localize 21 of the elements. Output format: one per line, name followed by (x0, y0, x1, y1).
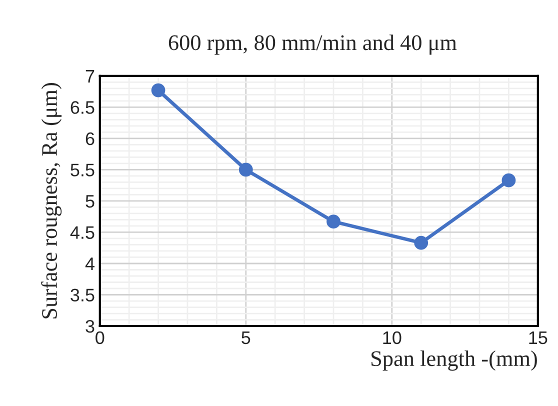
x-tick-label: 0 (96, 331, 104, 344)
y-axis-title: Surface rougness, Ra (μm) (41, 83, 62, 318)
y-tick-label: 3 (86, 320, 94, 333)
y-tick-label: 6 (86, 132, 94, 146)
y-tick-label: 7 (86, 70, 94, 82)
y-tick-label: 5.5 (70, 164, 94, 176)
y-tick-label: 4 (85, 258, 94, 270)
y-tick-label: 3.5 (70, 288, 94, 302)
point (414, 236, 428, 250)
x-axis-title: Span length -(mm) (372, 350, 537, 371)
x-tick-label: 15 (529, 332, 548, 344)
point (151, 83, 166, 98)
x-tick-label: 10 (383, 331, 402, 344)
y-tick-label: 6.5 (70, 101, 94, 114)
y-tick-label: 5 (86, 195, 94, 208)
point (326, 214, 340, 229)
y-tick-label: 4.5 (70, 226, 94, 239)
point (238, 162, 253, 177)
point (502, 173, 516, 188)
chart-title: 600 rpm, 80 mm/min and 40 μm (168, 34, 457, 55)
x-tick-label: 5 (242, 332, 250, 344)
